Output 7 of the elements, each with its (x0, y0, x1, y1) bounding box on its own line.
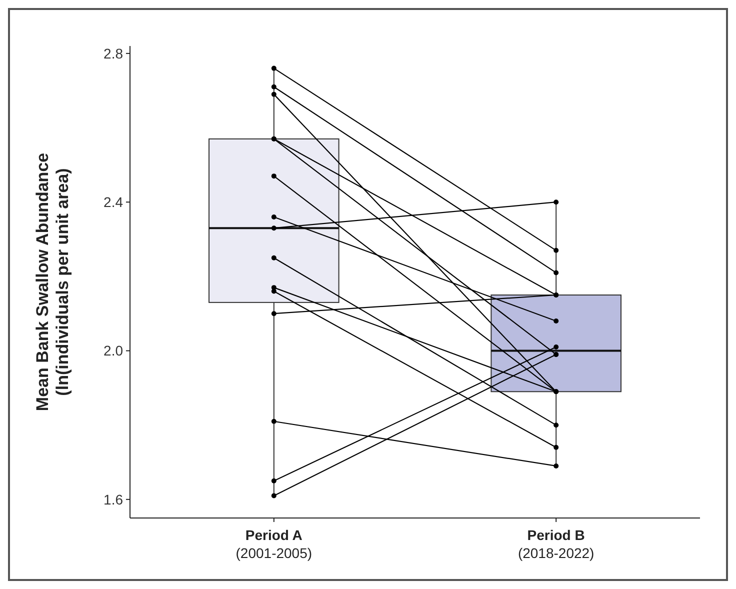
y-tick-label: 2.0 (104, 342, 124, 359)
y-axis-title: Mean Bank Swallow Abundance (ln(individuals per unit area) (33, 152, 72, 412)
x-tick-label: Period A (2001-2005) (236, 527, 312, 561)
y-tick-label: 1.6 (104, 491, 124, 508)
y-tick-label: 2.8 (104, 45, 124, 62)
x-tick-label: Period B (2018-2022) (518, 527, 594, 561)
y-tick-label: 2.4 (104, 194, 124, 210)
